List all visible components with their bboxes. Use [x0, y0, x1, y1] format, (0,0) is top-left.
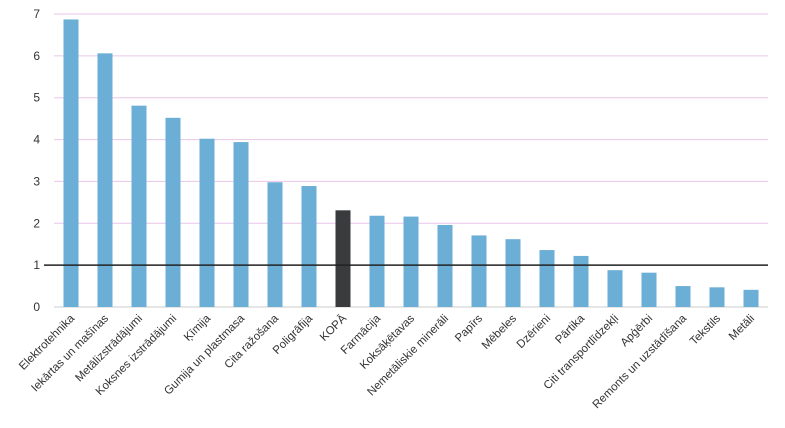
bar-19 — [709, 287, 725, 307]
y-tick-label-1: 1 — [33, 258, 40, 272]
bar-4 — [199, 138, 215, 307]
bar-11 — [437, 224, 453, 307]
bar-10 — [403, 216, 419, 307]
x-tick-label-13: Mēbeles — [480, 312, 519, 351]
y-tick-label-6: 6 — [33, 49, 40, 63]
bar-20 — [743, 289, 759, 307]
bar-0 — [63, 19, 79, 307]
x-tick-label-15: Pārtika — [553, 312, 587, 346]
bar-9 — [369, 215, 385, 307]
bar-8 — [335, 210, 351, 307]
y-tick-label-3: 3 — [33, 174, 40, 188]
bar-3 — [165, 117, 181, 307]
bar-7 — [301, 186, 317, 307]
bar-12 — [471, 235, 487, 307]
y-tick-label-5: 5 — [33, 91, 40, 105]
bar-13 — [505, 239, 521, 307]
bar-16 — [607, 270, 623, 307]
bar-2 — [131, 105, 147, 307]
bar-1 — [97, 53, 113, 307]
bar-15 — [573, 255, 589, 307]
y-tick-label-0: 0 — [33, 300, 40, 314]
y-tick-label-7: 7 — [33, 7, 40, 21]
x-tick-label-19: Tekstils — [688, 312, 723, 347]
bar-5 — [233, 142, 249, 307]
y-tick-label-2: 2 — [33, 216, 40, 230]
y-tick-label-4: 4 — [33, 133, 40, 147]
bar-18 — [675, 286, 691, 307]
x-tick-label-20: Metāli — [727, 313, 757, 343]
x-tick-label-14: Dzērieni — [515, 313, 553, 351]
x-tick-label-4: Ķīmija — [182, 312, 214, 344]
bar-17 — [641, 272, 657, 307]
x-tick-label-8: KOPĀ — [318, 312, 349, 343]
x-tick-label-12: Papīrs — [453, 312, 485, 344]
bar-14 — [539, 250, 555, 307]
bar-6 — [267, 182, 283, 307]
